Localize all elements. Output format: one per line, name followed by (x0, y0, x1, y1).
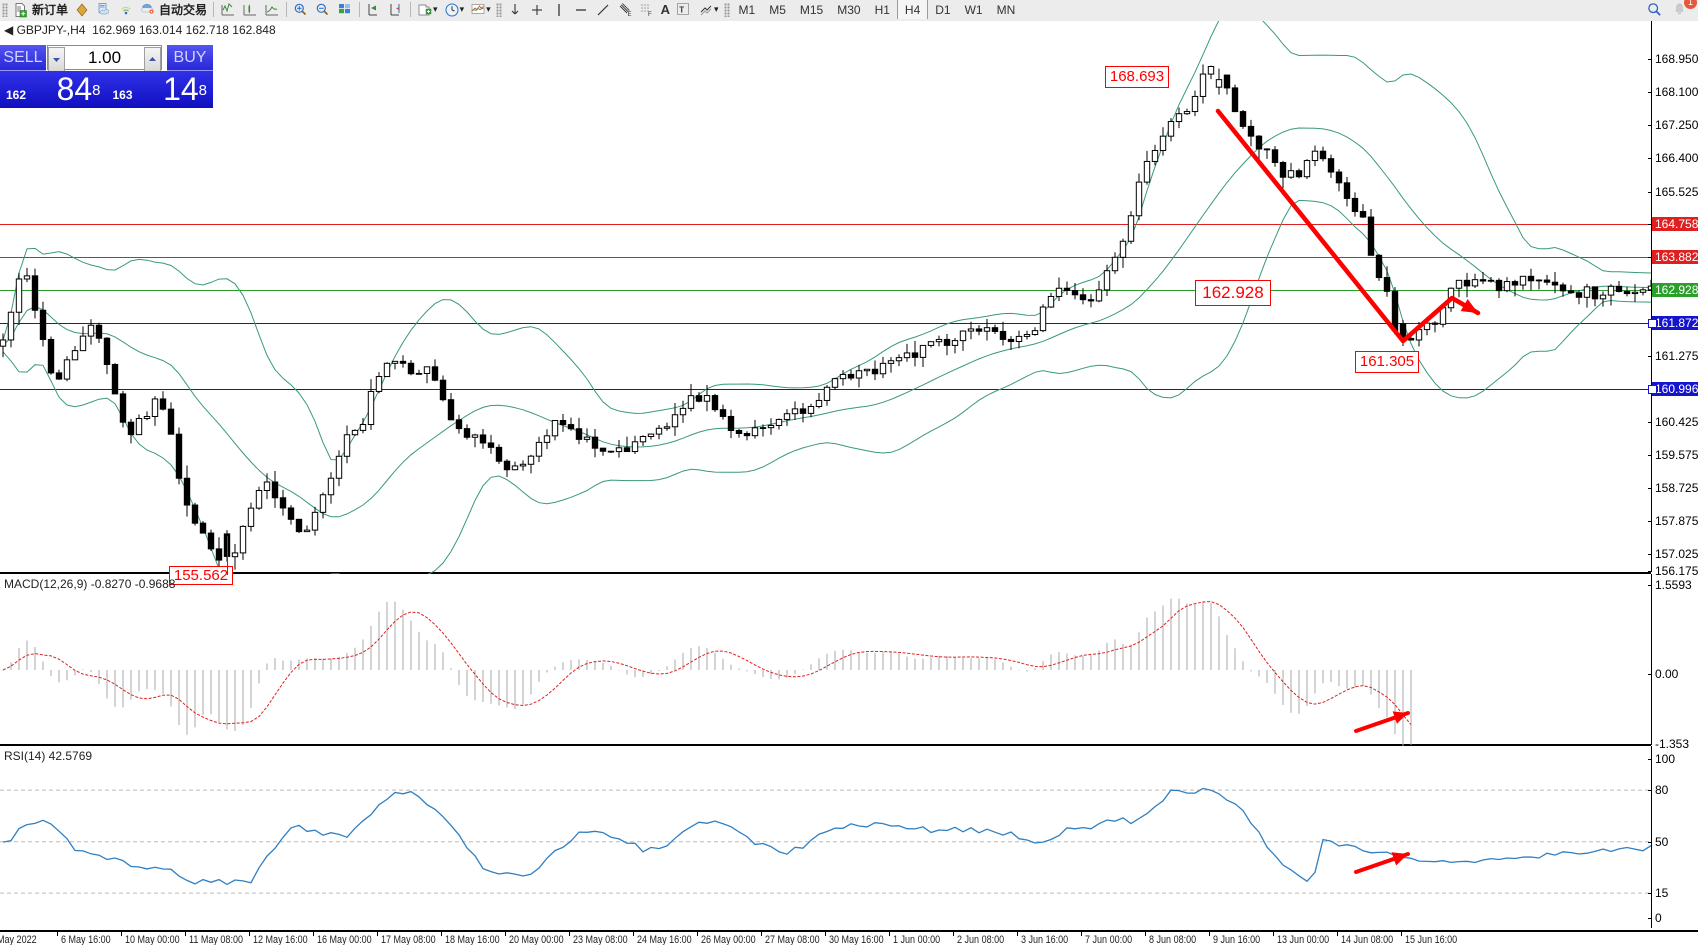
svg-text:E: E (627, 12, 631, 18)
svg-text:F: F (648, 12, 652, 18)
svg-text:T: T (679, 5, 684, 14)
